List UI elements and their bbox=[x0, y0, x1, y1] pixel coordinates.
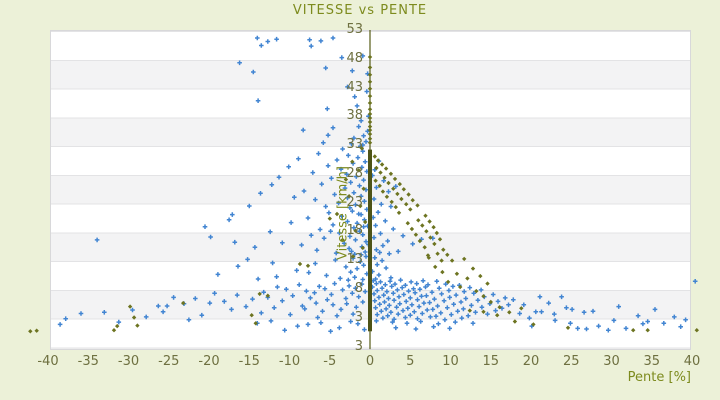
y-tick-label: 23 bbox=[346, 194, 363, 210]
y-tick-label: 13 bbox=[346, 252, 363, 267]
x-tick-label: -25 bbox=[158, 354, 180, 369]
y-tick-label: 28 bbox=[346, 165, 363, 181]
y-tick-label: 33 bbox=[346, 137, 363, 152]
y-tick-label: 53 bbox=[346, 22, 363, 37]
y-axis-title: Vitesse [km/h] bbox=[335, 166, 351, 260]
x-tick-label: 0 bbox=[365, 354, 375, 369]
y-tick-label: 3 bbox=[354, 309, 363, 325]
y-tick-label: 48 bbox=[346, 50, 363, 66]
x-tick-label: -20 bbox=[198, 354, 220, 369]
x-tick-label: -15 bbox=[238, 354, 260, 369]
x-tick-label: -5 bbox=[323, 354, 337, 369]
x-tick-label: 30 bbox=[603, 354, 620, 369]
y-tick-label: 8 bbox=[354, 280, 363, 296]
chart-title: VITESSE vs PENTE bbox=[292, 3, 428, 18]
y-tick-label: 38 bbox=[346, 108, 363, 124]
x-tick-label: 20 bbox=[522, 354, 540, 369]
x-tick-label: -10 bbox=[278, 354, 301, 369]
x-tick-label: -35 bbox=[77, 354, 99, 369]
y-axis-bottom-label: 3 bbox=[354, 339, 363, 354]
x-tick-label: 5 bbox=[406, 354, 415, 369]
x-tick-label: 10 bbox=[442, 354, 459, 369]
y-tick-label: 18 bbox=[346, 223, 363, 239]
x-tick-label: 25 bbox=[562, 354, 580, 369]
x-tick-label: -30 bbox=[117, 354, 140, 369]
plot-area bbox=[50, 30, 691, 350]
x-axis-title: Pente [%] bbox=[627, 370, 691, 385]
y-tick-label: 43 bbox=[346, 79, 363, 95]
x-tick-label: 15 bbox=[482, 354, 500, 369]
x-tick-label: 40 bbox=[683, 354, 701, 369]
x-tick-label: -40 bbox=[37, 354, 59, 369]
x-tick-label: 35 bbox=[643, 354, 661, 369]
